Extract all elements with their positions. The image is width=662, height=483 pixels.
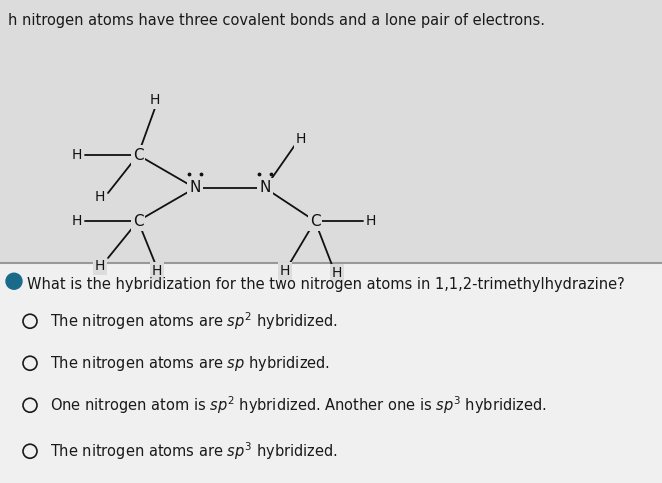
Text: H: H: [95, 259, 105, 273]
Bar: [0, 0, 662, 263]
Text: H: H: [366, 214, 376, 228]
Text: N: N: [189, 181, 201, 196]
Text: N: N: [260, 181, 271, 196]
Text: h nitrogen atoms have three covalent bonds and a lone pair of electrons.: h nitrogen atoms have three covalent bon…: [8, 13, 545, 28]
Text: C: C: [132, 147, 143, 162]
Text: H: H: [152, 264, 162, 278]
Text: What is the hybridization for the two nitrogen atoms in 1,1,2-trimethylhydrazine: What is the hybridization for the two ni…: [27, 277, 625, 292]
Text: One nitrogen atom is $\mathit{sp}^2$ hybridized. Another one is $\mathit{sp}^3$ : One nitrogen atom is $\mathit{sp}^2$ hyb…: [50, 395, 547, 416]
Text: The nitrogen atoms are $\mathit{sp}^2$ hybridized.: The nitrogen atoms are $\mathit{sp}^2$ h…: [50, 311, 338, 332]
Text: The nitrogen atoms are $\mathit{sp}$ hybridized.: The nitrogen atoms are $\mathit{sp}$ hyb…: [50, 354, 330, 373]
Text: C: C: [132, 213, 143, 228]
Text: H: H: [150, 93, 160, 107]
Text: H: H: [71, 148, 82, 162]
Text: H: H: [280, 264, 290, 278]
Text: H: H: [296, 132, 307, 146]
Text: C: C: [310, 213, 320, 228]
Bar: [0, 263, 662, 483]
Text: The nitrogen atoms are $\mathit{sp}^3$ hybridized.: The nitrogen atoms are $\mathit{sp}^3$ h…: [50, 440, 338, 462]
Circle shape: [6, 273, 22, 289]
Text: H: H: [95, 190, 105, 204]
Text: H: H: [332, 266, 342, 280]
Text: H: H: [71, 214, 82, 228]
